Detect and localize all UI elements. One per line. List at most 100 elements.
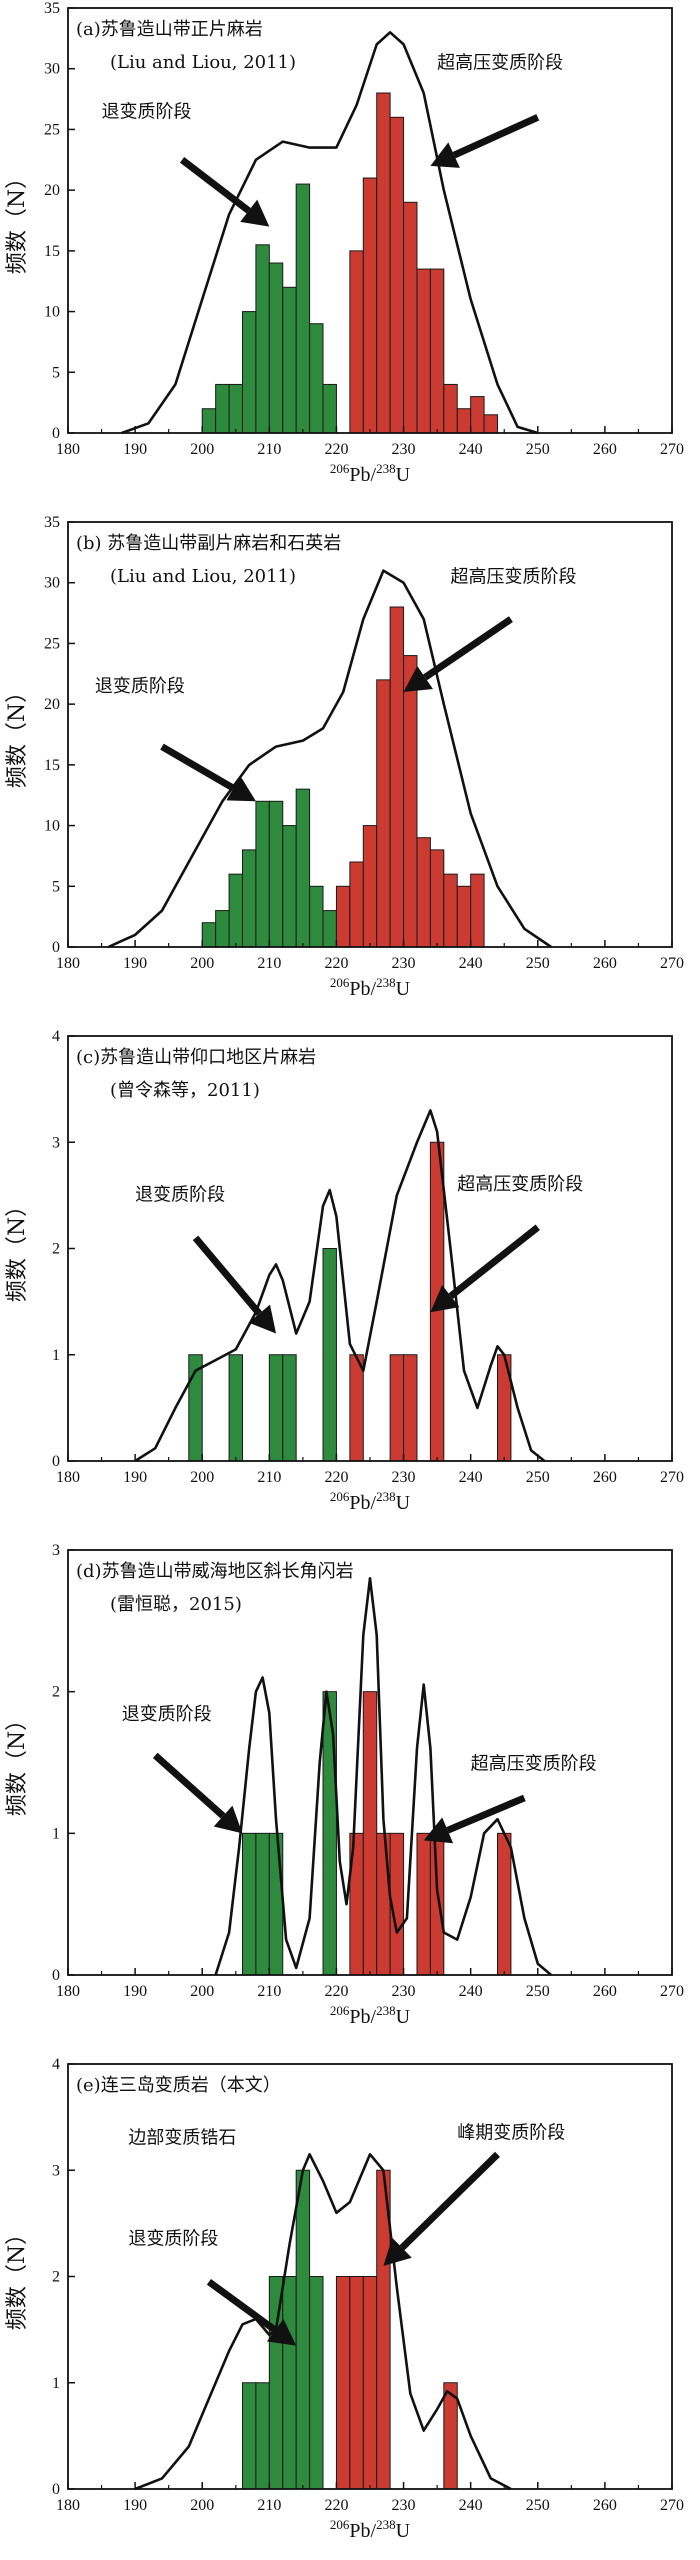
bar-e-retro (268, 2276, 284, 2490)
x-tick-label: 250 (526, 1983, 550, 2000)
bar-b-peak (362, 825, 378, 948)
annotation-arrow-shaft (446, 1794, 526, 1834)
bar-e-peak (335, 2276, 351, 2490)
annotation-label: 退变质阶段 (135, 1185, 225, 1206)
y-tick-label: 1 (52, 1825, 60, 1842)
x-tick-label: 240 (459, 1983, 483, 2000)
x-tick-label: 260 (593, 1469, 617, 1486)
y-tick-label: 30 (44, 61, 60, 78)
x-tick-label: 200 (190, 1983, 214, 2000)
x-tick-label: 210 (257, 441, 281, 458)
annotation-arrow-head (430, 142, 460, 168)
bar-b-peak (389, 606, 405, 948)
bar-e-peak (362, 2276, 378, 2490)
x-axis-label: 206Pb/238U (330, 2517, 411, 2542)
annotation-arrow-head (430, 1285, 460, 1313)
x-tick-label: 230 (392, 441, 416, 458)
y-tick-label: 10 (44, 304, 60, 321)
x-tick-label: 220 (324, 1983, 348, 2000)
chart-panel-a: 180 190 200 210 220 230 240 250 260 270 0 5 10 15 20 25… (5, 0, 684, 486)
x-tick-label: 230 (392, 2497, 416, 2514)
x-label-text: Pb/ (349, 464, 376, 486)
y-axis-label: 频数（N） (5, 681, 30, 788)
x-tick-label: 240 (459, 2497, 483, 2514)
y-tick-label: 5 (52, 364, 60, 381)
x-tick-label: 270 (660, 2497, 684, 2514)
x-label-superscript: 238 (376, 975, 396, 990)
y-tick-label: 35 (44, 514, 60, 531)
annotation-arrow-shaft (192, 1235, 262, 1316)
y-tick-label: 10 (44, 818, 60, 835)
density-curve-c (134, 1109, 546, 1463)
bar-d-peak (362, 1691, 378, 1976)
bar-b-retro (322, 910, 337, 948)
annotation-label: 退变质阶段 (95, 676, 185, 697)
x-axis-label: 206Pb/238U (330, 975, 411, 1000)
annotation-arrow-head (403, 665, 433, 692)
bar-a-peak (456, 408, 472, 434)
x-label-superscript: 206 (330, 975, 350, 990)
bar-a-peak (389, 116, 405, 434)
y-tick-label: 20 (44, 182, 60, 199)
x-tick-label: 230 (392, 955, 416, 972)
y-tick-label: 25 (44, 635, 60, 652)
bar-c-peak (349, 1354, 364, 1462)
annotation-label: 超高压变质阶段 (451, 567, 577, 588)
y-axis-label: 频数（N） (5, 167, 30, 274)
chart-panel-d: 180 190 200 210 220 230 240 250 260 270 0 1 2 3 206Pb/… (5, 1542, 684, 2028)
panel-title-d: (d)苏鲁造山带威海地区斜长角闪岩 (76, 1561, 354, 1582)
y-tick-label: 4 (52, 1028, 60, 1045)
x-tick-label: 210 (257, 1469, 281, 1486)
bar-b-retro (268, 800, 284, 948)
bar-b-peak (376, 679, 391, 948)
bar-a-peak (470, 396, 485, 434)
panel-subtitle-d: (雷恒聪，2015) (110, 1594, 242, 1615)
bar-b-retro (215, 910, 230, 948)
x-label-text: U (396, 978, 411, 1000)
x-tick-label: 210 (257, 2497, 281, 2514)
annotation-arrow-shaft (206, 2278, 278, 2334)
annotation-arrow-head (383, 2237, 412, 2266)
bar-c-retro (322, 1248, 337, 1462)
x-tick-label: 190 (123, 441, 147, 458)
bar-b-retro (295, 788, 311, 948)
bar-a-retro (268, 262, 284, 434)
y-tick-label: 20 (44, 696, 60, 713)
x-tick-label: 220 (324, 441, 348, 458)
y-tick-label: 0 (52, 939, 60, 956)
x-tick-label: 230 (392, 1469, 416, 1486)
bar-e-retro (282, 2276, 297, 2490)
annotation-arrow-head (266, 2318, 297, 2346)
bar-a-peak (349, 250, 364, 434)
bar-a-retro (241, 311, 257, 434)
y-tick-label: 15 (44, 243, 60, 260)
y-tick-label: 1 (52, 1347, 60, 1364)
bar-c-peak (403, 1354, 418, 1462)
y-axis-label: 频数（N） (5, 2223, 30, 2330)
bar-a-peak (429, 268, 445, 434)
x-tick-label: 180 (56, 441, 80, 458)
x-tick-label: 240 (459, 955, 483, 972)
x-label-superscript: 206 (330, 1489, 350, 1504)
annotation-arrow-shaft (152, 1752, 226, 1819)
x-tick-label: 240 (459, 1469, 483, 1486)
x-label-superscript: 238 (376, 2517, 396, 2532)
x-tick-label: 180 (56, 1469, 80, 1486)
x-tick-label: 240 (459, 441, 483, 458)
bar-a-retro (255, 244, 270, 434)
y-tick-label: 0 (52, 1967, 60, 1984)
annotation-label: 超高压变质阶段 (471, 1754, 597, 1775)
y-tick-label: 35 (44, 0, 60, 17)
annotation-arrow-shaft (423, 616, 513, 681)
panel-title-c: (c)苏鲁造山带仰口地区片麻岩 (76, 1047, 316, 1068)
x-tick-label: 180 (56, 2497, 80, 2514)
annotation-label: 超高压变质阶段 (457, 1174, 583, 1195)
panel-subtitle-b: (Liu and Liou, 2011) (110, 566, 296, 587)
annotation-arrow-head (240, 199, 270, 227)
x-tick-label: 180 (56, 1983, 80, 2000)
x-tick-label: 200 (190, 2497, 214, 2514)
x-label-text: Pb/ (349, 2006, 376, 2028)
x-tick-label: 190 (123, 955, 147, 972)
x-tick-label: 270 (660, 955, 684, 972)
y-tick-label: 4 (52, 2056, 60, 2073)
